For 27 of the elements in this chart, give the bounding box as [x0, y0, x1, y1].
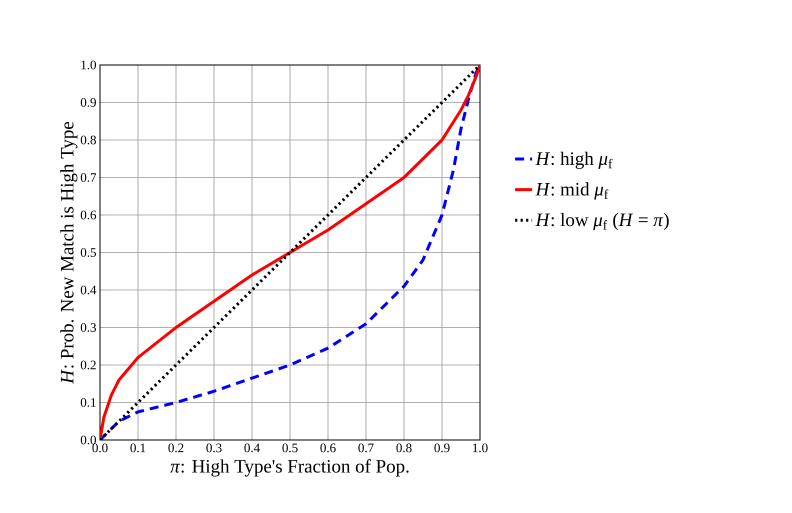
x-tick-label: 0.5: [282, 444, 298, 452]
y-tick-label: 0.9: [80, 98, 96, 107]
y-tick-label: 0.3: [80, 323, 96, 332]
x-tick-label: 0.6: [320, 444, 336, 452]
y-tick-label: 0.7: [80, 173, 96, 182]
text: H: low μ$_{f}$ (H = π): [535, 212, 669, 230]
x-tick-label: 0.1: [130, 444, 146, 452]
x-tick-label: 0.2: [168, 444, 184, 452]
y-tick-label: 0.1: [80, 398, 96, 407]
legend-label: H: high μ$_{f}$: [535, 152, 612, 169]
y-tick-label: 0.8: [80, 136, 96, 144]
x-tick-label: 0.7: [358, 444, 374, 452]
y-tick-label: 0.2: [80, 360, 96, 370]
x-tick-label: 0.4: [244, 444, 260, 452]
x-tick-label: 0.8: [396, 444, 412, 452]
x-tick-label: 0.3: [206, 444, 222, 452]
x-tick-label: 0.0: [92, 444, 108, 452]
legend-label: H: mid μ$_{f}$: [535, 182, 608, 200]
x-axis-title: π: High Type's Fraction of Pop.: [170, 459, 409, 477]
y-tick-label: 1.0: [81, 60, 96, 70]
y-tick-label: 0.6: [80, 210, 96, 220]
y-tick-label: 0.5: [80, 248, 96, 257]
x-tick-label: 0.9: [434, 444, 450, 452]
y-tick-label: 0.0: [80, 436, 96, 444]
y-tick-label: 0.4: [80, 286, 96, 294]
x-tick-label: 1.0: [473, 444, 488, 452]
y-axis-title: H: Prob. New Match is High Type: [60, 122, 78, 384]
